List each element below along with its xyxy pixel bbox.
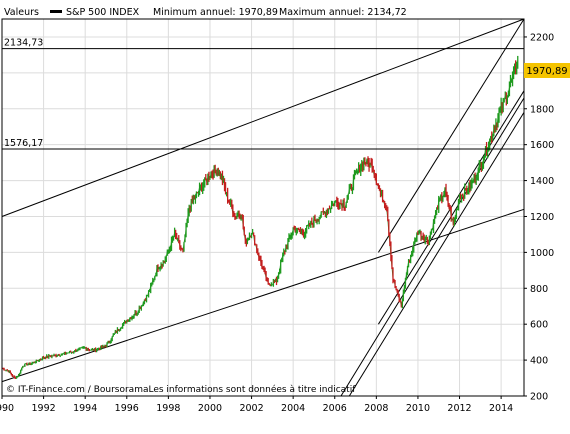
- series-legend-swatch: [50, 10, 62, 13]
- y-tick-label: 600: [530, 320, 548, 331]
- y-tick-label: 200: [530, 392, 548, 403]
- x-tick-label: 1992: [31, 403, 55, 414]
- x-tick-label: 2006: [323, 403, 347, 414]
- copyright-text: © IT-Finance.com / BoursoramaLes informa…: [6, 384, 356, 395]
- trend-lines: [1, 18, 525, 397]
- y-tick-label: 2200: [530, 32, 554, 43]
- y-tick-label: 1200: [530, 212, 554, 223]
- min-annual-label: Minimum annuel: 1970,89: [153, 7, 278, 18]
- plot-frame: [1, 18, 525, 397]
- y-tick-label: 400: [530, 356, 548, 367]
- y-tick-label: 1400: [530, 176, 554, 187]
- trend-line: [377, 18, 525, 253]
- last-value-badge: [524, 63, 570, 78]
- y-tick-label: 1600: [530, 140, 554, 151]
- price-line: [1, 60, 519, 379]
- x-tick-label: 2000: [198, 403, 222, 414]
- x-tick-label: 2004: [281, 403, 305, 414]
- x-tick-label: 2014: [489, 403, 513, 414]
- x-tick-label: 1996: [115, 403, 139, 414]
- y-tick-label: 800: [530, 284, 548, 295]
- series-name: S&P 500 INDEX: [66, 7, 140, 18]
- x-tick-label: 2010: [406, 403, 430, 414]
- price-series: [1, 55, 519, 379]
- x-tick-label: 2002: [239, 403, 263, 414]
- last-value-text: 1970,89: [526, 66, 567, 77]
- reference-lines: 2134,73 1576,17: [2, 38, 524, 150]
- grid-layer: [1, 19, 524, 397]
- x-tick-label: 2012: [447, 403, 471, 414]
- axes: 200 400 600 800 1000 1200 1400 1600 1800 2000 2200…: [0, 32, 554, 414]
- x-tick-label: 1994: [73, 403, 97, 414]
- trend-line: [340, 97, 525, 397]
- trend-line: [1, 208, 525, 383]
- x-tick-label: 1990: [0, 403, 14, 414]
- x-tick-label: 1998: [156, 403, 180, 414]
- y-tick-label: 1800: [530, 104, 554, 115]
- trend-line: [1, 18, 525, 217]
- trend-line: [348, 112, 525, 397]
- values-label: Valeurs: [4, 7, 39, 18]
- reference-line-label: 1576,17: [4, 138, 43, 149]
- max-annual-label: Maximum annuel: 2134,72: [279, 7, 407, 18]
- x-tick-label: 2008: [364, 403, 388, 414]
- y-tick-label: 1000: [530, 248, 554, 259]
- reference-line-label: 2134,73: [4, 38, 43, 49]
